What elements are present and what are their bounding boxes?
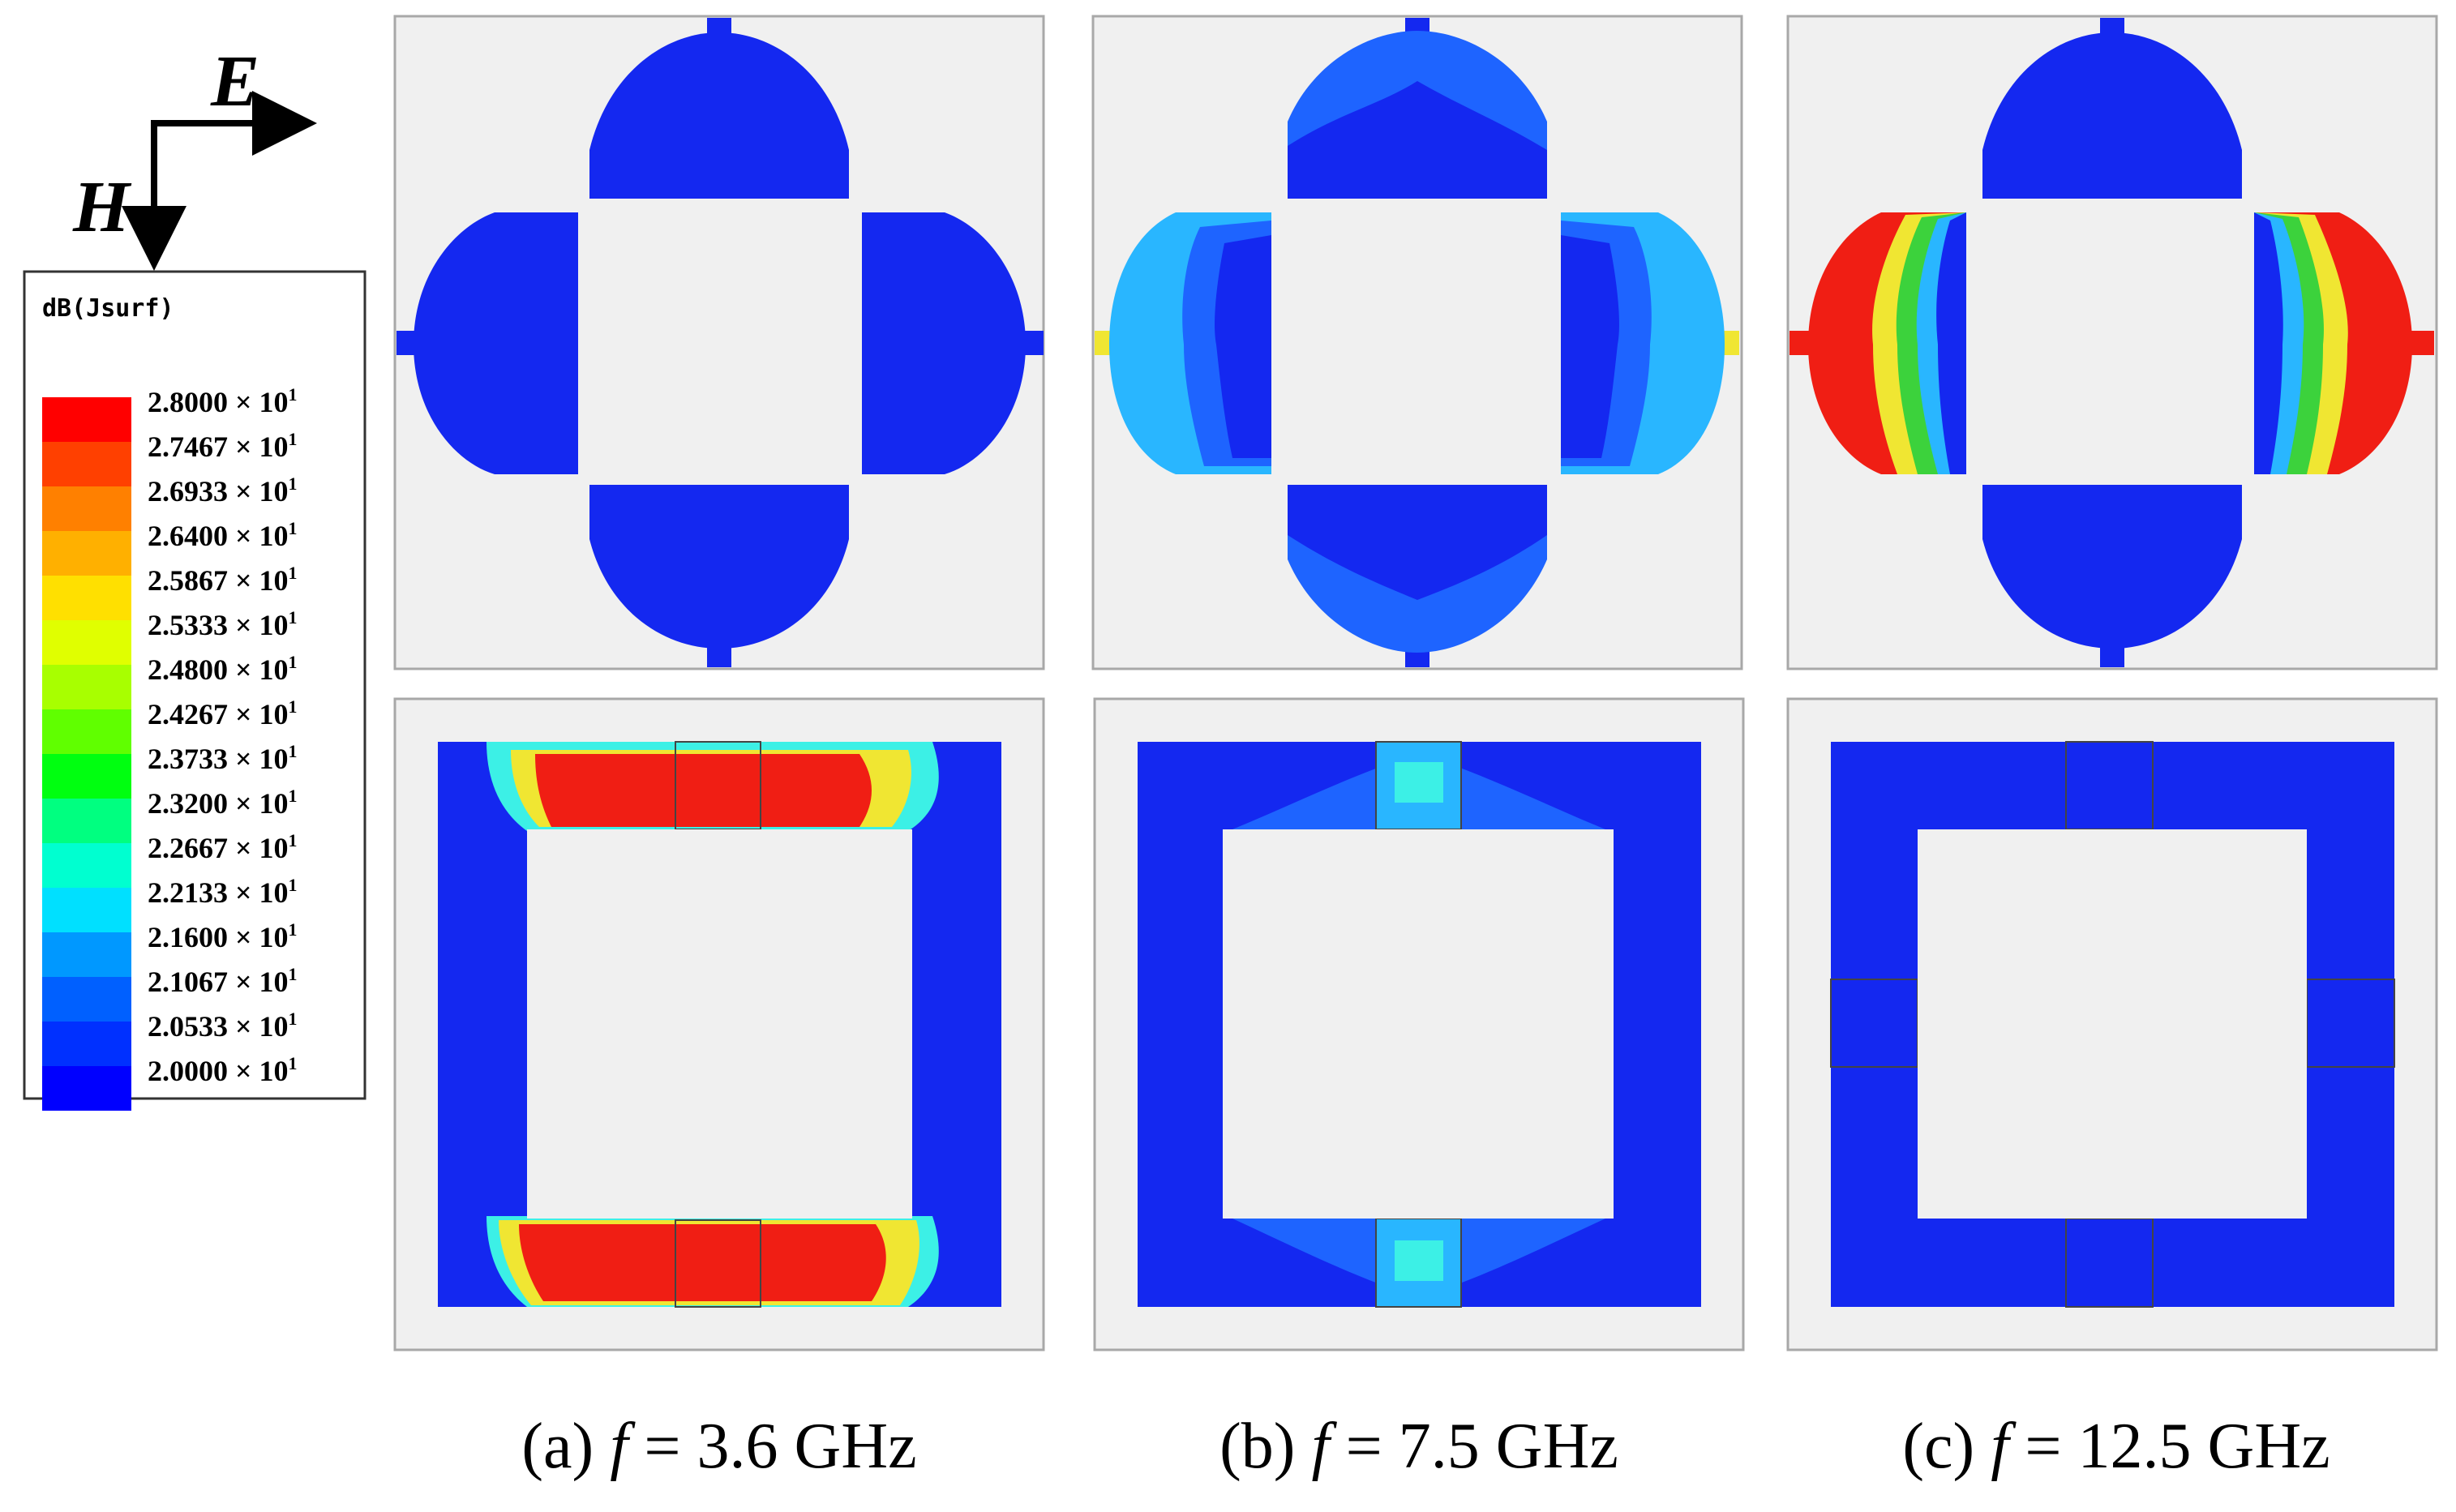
legend-swatch <box>42 709 131 754</box>
panel-a-top-pattern <box>396 18 1044 667</box>
e-label: E <box>210 41 259 122</box>
field-axes-indicator: E H <box>72 41 317 271</box>
caption-a: (a) f = 3.6 GHz <box>521 1411 916 1482</box>
legend-level-label: 2.0533 × 101 <box>148 1009 298 1043</box>
legend-swatch <box>42 665 131 709</box>
legend-swatch <box>42 486 131 531</box>
legend-level-label: 2.3200 × 101 <box>148 786 298 820</box>
legend-level-label: 2.0000 × 101 <box>148 1053 298 1087</box>
panel-captions: (a) f = 3.6 GHz (b) f = 7.5 GHz (c) f = … <box>521 1411 2330 1482</box>
color-legend: dB(Jsurf) 2.8000 × 101 2.7467 × 101 2.6933… <box>23 270 366 1111</box>
legend-level-label: 2.7467 × 101 <box>148 429 298 463</box>
legend-swatch <box>42 932 131 977</box>
legend-swatch <box>42 977 131 1022</box>
legend-swatch <box>42 1022 131 1066</box>
legend-labels: 2.8000 × 101 2.7467 × 101 2.6933 × 101 2.64… <box>148 384 298 1087</box>
legend-level-label: 2.5867 × 101 <box>148 563 298 597</box>
legend-level-label: 2.4267 × 101 <box>148 696 298 730</box>
panel-grid <box>393 15 2438 1351</box>
legend-swatch <box>42 1066 131 1111</box>
panel-b-top-pattern <box>1095 18 1739 667</box>
panel-c-bottom-pattern <box>1830 741 2395 1308</box>
legend-swatches <box>42 397 131 1111</box>
legend-swatch <box>42 754 131 799</box>
panel-c-top-pattern <box>1789 18 2434 667</box>
legend-swatch <box>42 799 131 843</box>
caption-b: (b) f = 7.5 GHz <box>1219 1411 1618 1482</box>
legend-level-label: 2.5333 × 101 <box>148 607 298 641</box>
panel-a-bottom-pattern <box>438 741 1001 1308</box>
legend-level-label: 2.4800 × 101 <box>148 652 298 686</box>
legend-level-label: 2.2133 × 101 <box>148 875 298 909</box>
legend-swatch <box>42 442 131 486</box>
legend-level-label: 2.2667 × 101 <box>148 830 298 864</box>
legend-level-label: 2.1600 × 101 <box>148 919 298 953</box>
legend-level-label: 2.3733 × 101 <box>148 741 298 775</box>
legend-level-label: 2.6933 × 101 <box>148 473 298 508</box>
legend-swatch <box>42 843 131 888</box>
legend-swatch <box>42 888 131 932</box>
legend-swatch <box>42 531 131 576</box>
legend-swatch <box>42 576 131 620</box>
panel-b-bottom-pattern <box>1138 741 1701 1308</box>
legend-title: dB(Jsurf) <box>42 294 174 323</box>
caption-c: (c) f = 12.5 GHz <box>1902 1411 2330 1482</box>
legend-level-label: 2.6400 × 101 <box>148 518 298 552</box>
legend-swatch <box>42 620 131 665</box>
h-label: H <box>72 167 132 247</box>
legend-swatch <box>42 397 131 442</box>
legend-level-label: 2.1067 × 101 <box>148 964 298 998</box>
legend-level-label: 2.8000 × 101 <box>148 384 298 418</box>
